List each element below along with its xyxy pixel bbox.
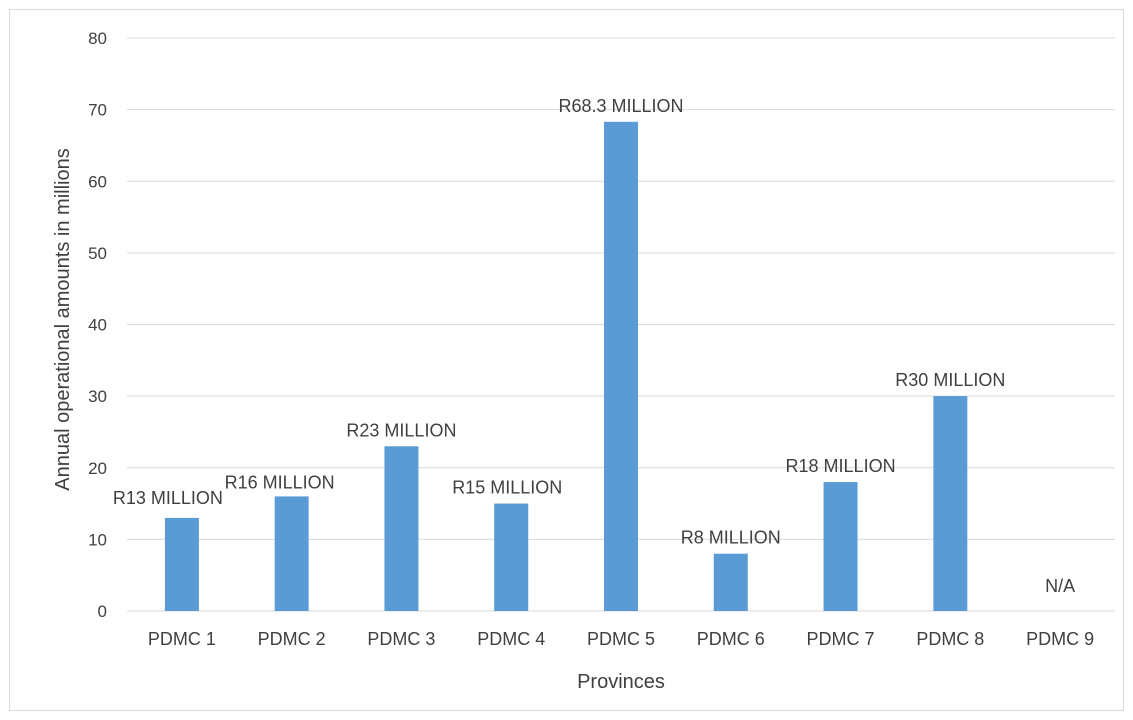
bar bbox=[823, 482, 858, 611]
y-tick-label: 0 bbox=[98, 602, 107, 621]
data-label: R8 MILLION bbox=[681, 528, 781, 548]
bar bbox=[384, 446, 419, 611]
x-tick-label: PDMC 3 bbox=[367, 629, 435, 649]
data-label: R16 MILLION bbox=[225, 472, 335, 492]
bar bbox=[164, 517, 199, 611]
x-tick-label: PDMC 9 bbox=[1026, 629, 1094, 649]
y-axis-ticks: 0 10 20 30 40 50 60 70 80 bbox=[88, 29, 107, 621]
data-label: R13 MILLION bbox=[113, 488, 223, 508]
x-tick-label: PDMC 8 bbox=[916, 629, 984, 649]
data-label: R15 MILLION bbox=[452, 478, 562, 498]
data-label: R23 MILLION bbox=[346, 420, 456, 440]
x-tick-label: PDMC 5 bbox=[587, 629, 655, 649]
bars bbox=[164, 121, 968, 612]
y-tick-label: 50 bbox=[88, 244, 107, 263]
data-label: R68.3 MILLION bbox=[558, 96, 683, 116]
x-tick-label: PDMC 2 bbox=[258, 629, 326, 649]
x-tick-label: PDMC 6 bbox=[697, 629, 765, 649]
x-axis-ticks: PDMC 1 PDMC 2 PDMC 3 PDMC 4 PDMC 5 PDMC 6 PDMC… bbox=[148, 629, 1094, 649]
bar bbox=[274, 496, 309, 611]
y-tick-label: 20 bbox=[88, 459, 107, 478]
x-tick-label: PDMC 1 bbox=[148, 629, 216, 649]
x-tick-label: PDMC 4 bbox=[477, 629, 545, 649]
y-tick-label: 10 bbox=[88, 530, 107, 549]
data-label: R30 MILLION bbox=[895, 370, 1005, 390]
y-tick-label: 40 bbox=[88, 316, 107, 335]
y-tick-label: 60 bbox=[88, 172, 107, 191]
y-tick-label: 70 bbox=[88, 101, 107, 120]
data-label: R18 MILLION bbox=[786, 456, 896, 476]
bar bbox=[713, 553, 748, 611]
y-tick-label: 80 bbox=[88, 29, 107, 48]
bar bbox=[494, 503, 529, 611]
y-tick-label: 30 bbox=[88, 387, 107, 406]
y-axis-title: Annual operational amounts in millions bbox=[52, 148, 74, 490]
bar bbox=[604, 121, 638, 612]
x-axis-title: Provinces bbox=[577, 671, 665, 693]
x-tick-label: PDMC 7 bbox=[807, 629, 875, 649]
data-label: N/A bbox=[1045, 576, 1075, 596]
bar bbox=[933, 396, 968, 611]
